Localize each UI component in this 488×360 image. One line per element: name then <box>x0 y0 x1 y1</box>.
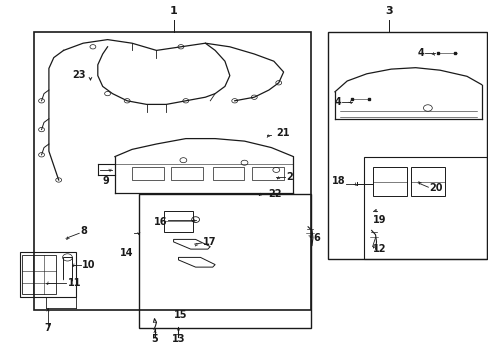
Text: 18: 18 <box>331 176 345 186</box>
Text: 16: 16 <box>153 217 167 228</box>
Text: 4: 4 <box>417 48 424 58</box>
Text: 15: 15 <box>174 310 187 320</box>
Bar <box>22 255 56 294</box>
Bar <box>171 167 203 180</box>
Bar <box>212 167 244 180</box>
Bar <box>372 167 406 196</box>
Bar <box>163 211 193 232</box>
Bar <box>251 167 283 180</box>
Text: 20: 20 <box>428 183 442 193</box>
Text: 23: 23 <box>72 70 85 80</box>
Text: 22: 22 <box>267 189 281 199</box>
Text: 6: 6 <box>312 233 319 243</box>
Text: 19: 19 <box>372 215 386 225</box>
Bar <box>34 32 310 310</box>
Bar <box>20 252 76 297</box>
Text: 3: 3 <box>384 6 392 16</box>
Text: 12: 12 <box>372 244 386 254</box>
Text: 10: 10 <box>82 260 96 270</box>
Bar <box>364 157 486 259</box>
Text: 13: 13 <box>171 334 185 345</box>
Text: 7: 7 <box>44 323 51 333</box>
Text: 9: 9 <box>102 176 109 186</box>
Text: 8: 8 <box>81 226 87 236</box>
Text: 17: 17 <box>203 237 216 247</box>
Circle shape <box>53 235 66 244</box>
Text: 21: 21 <box>276 128 289 138</box>
Circle shape <box>172 318 184 327</box>
Text: 2: 2 <box>285 172 292 182</box>
Bar <box>132 167 163 180</box>
Bar <box>410 167 444 196</box>
Bar <box>327 32 486 259</box>
Text: 1: 1 <box>169 6 177 16</box>
Bar <box>139 194 310 328</box>
Circle shape <box>62 279 72 286</box>
Text: 14: 14 <box>119 248 133 258</box>
Text: 4: 4 <box>334 96 341 107</box>
Text: 5: 5 <box>151 334 158 345</box>
Text: 11: 11 <box>67 278 81 288</box>
Bar <box>62 257 72 283</box>
